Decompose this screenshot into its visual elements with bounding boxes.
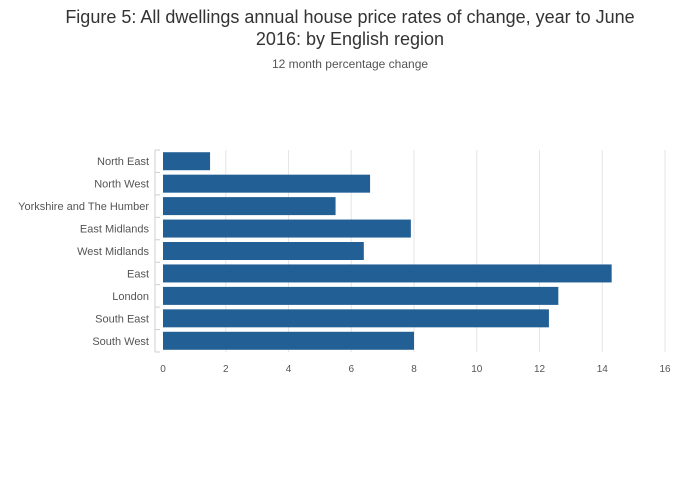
category-label-2: Yorkshire and The Humber	[18, 201, 149, 213]
category-label-0: North East	[97, 156, 149, 168]
bar-3	[163, 219, 411, 238]
chart-title-line-1: Figure 5: All dwellings annual house pri…	[65, 7, 635, 27]
category-label-7: South East	[95, 313, 149, 325]
chart-title-line-2: 2016: by English region	[255, 29, 445, 49]
category-label-6: London	[112, 291, 149, 303]
bar-4	[163, 242, 364, 260]
bar-5	[163, 264, 612, 283]
x-tick-label-2: 4	[286, 364, 292, 375]
x-tick-label-1: 2	[223, 364, 229, 375]
x-tick-label-0: 0	[160, 364, 166, 375]
bar-1	[163, 174, 371, 193]
bar-7	[163, 309, 549, 328]
x-tick-label-5: 10	[471, 364, 483, 375]
x-tick-label-6: 12	[534, 364, 546, 375]
bar-6	[163, 286, 559, 305]
x-tick-label-4: 8	[411, 364, 417, 375]
bar-8	[163, 331, 414, 350]
bar-0	[163, 152, 211, 171]
x-tick-label-8: 16	[659, 364, 671, 375]
bar-2	[163, 197, 336, 216]
x-tick-label-3: 6	[348, 364, 354, 375]
category-label-4: West Midlands	[77, 246, 149, 258]
x-tick-label-7: 14	[597, 364, 609, 375]
category-label-1: North West	[94, 179, 149, 191]
category-label-3: East Midlands	[80, 224, 150, 236]
category-label-8: South West	[92, 336, 149, 348]
category-label-5: East	[127, 268, 149, 280]
chart-subtitle: 12 month percentage change	[271, 57, 429, 71]
chart-title: Figure 5: All dwellings annual house pri…	[0, 6, 700, 50]
